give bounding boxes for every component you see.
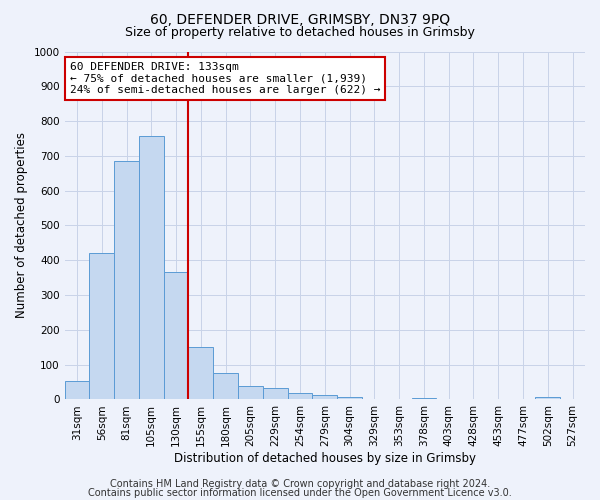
Bar: [213, 374, 238, 400]
Bar: [89, 252, 114, 400]
X-axis label: Distribution of detached houses by size in Grimsby: Distribution of detached houses by size …: [174, 452, 476, 465]
Bar: [114, 161, 139, 400]
Bar: [263, 388, 287, 400]
Bar: [164, 272, 188, 400]
Bar: [313, 396, 337, 400]
Text: Size of property relative to detached houses in Grimsby: Size of property relative to detached ho…: [125, 26, 475, 39]
Bar: [238, 386, 263, 400]
Text: Contains HM Land Registry data © Crown copyright and database right 2024.: Contains HM Land Registry data © Crown c…: [110, 479, 490, 489]
Bar: [412, 398, 436, 400]
Bar: [535, 396, 560, 400]
Bar: [65, 382, 89, 400]
Text: 60 DEFENDER DRIVE: 133sqm
← 75% of detached houses are smaller (1,939)
24% of se: 60 DEFENDER DRIVE: 133sqm ← 75% of detac…: [70, 62, 380, 95]
Bar: [287, 393, 313, 400]
Text: 60, DEFENDER DRIVE, GRIMSBY, DN37 9PQ: 60, DEFENDER DRIVE, GRIMSBY, DN37 9PQ: [150, 12, 450, 26]
Bar: [188, 346, 213, 400]
Text: Contains public sector information licensed under the Open Government Licence v3: Contains public sector information licen…: [88, 488, 512, 498]
Bar: [139, 136, 164, 400]
Y-axis label: Number of detached properties: Number of detached properties: [15, 132, 28, 318]
Bar: [337, 396, 362, 400]
